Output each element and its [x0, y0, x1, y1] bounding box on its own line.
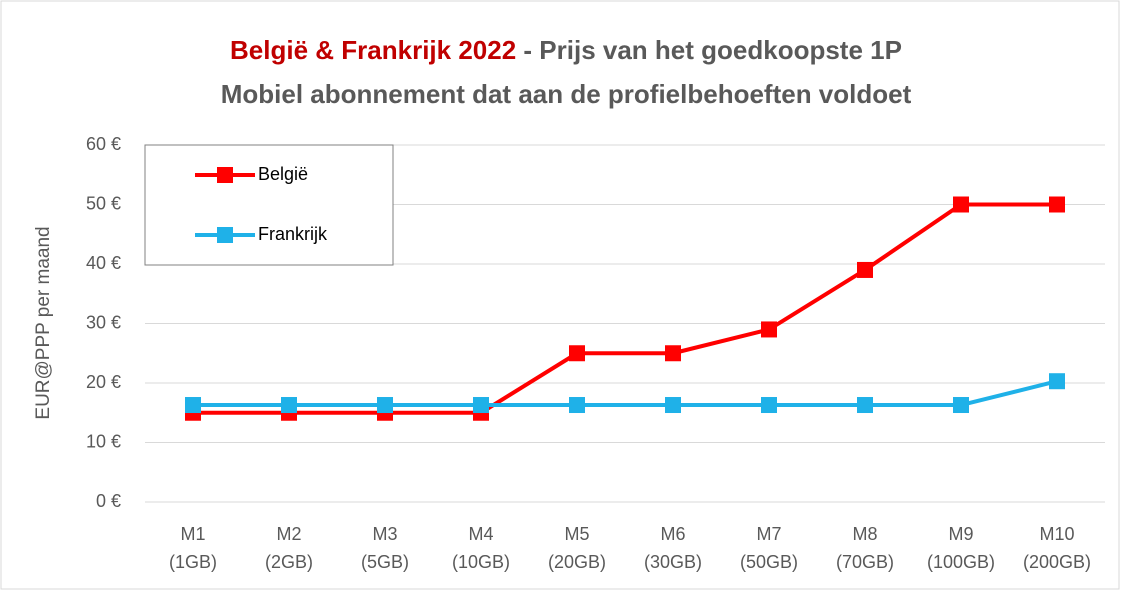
marker: [953, 196, 969, 213]
marker: [569, 397, 585, 414]
y-tick-label: 60 €: [86, 134, 121, 154]
chart-title: België & Frankrijk 2022 - Prijs van het …: [230, 35, 902, 65]
y-axis-label: EUR@PPP per maand: [33, 226, 54, 419]
marker: [665, 345, 681, 362]
x-tick-label: (1GB): [169, 552, 217, 572]
y-tick-label: 0 €: [96, 491, 121, 511]
y-tick-label: 10 €: [86, 431, 121, 451]
marker: [665, 397, 681, 414]
x-tick-label: M2: [276, 524, 301, 544]
marker: [761, 321, 777, 338]
marker: [857, 397, 873, 414]
x-tick-label: M10: [1039, 524, 1074, 544]
marker: [569, 345, 585, 362]
marker: [1049, 196, 1065, 213]
marker: [1049, 373, 1065, 390]
legend-marker: [217, 227, 233, 243]
title-rest: - Prijs van het goedkoopste 1P: [523, 35, 902, 65]
legend-box: [144, 144, 394, 266]
y-tick-label: 50 €: [86, 193, 121, 213]
y-tick-label: 30 €: [86, 312, 121, 332]
x-tick-label: M3: [372, 524, 397, 544]
x-tick-label: (10GB): [452, 552, 510, 572]
x-tick-label: (100GB): [927, 552, 995, 572]
x-tick-label: (20GB): [548, 552, 606, 572]
marker: [857, 261, 873, 278]
x-tick-label: (30GB): [644, 552, 702, 572]
marker: [473, 397, 489, 414]
x-tick-label: M7: [756, 524, 781, 544]
legend-marker: [217, 167, 233, 183]
x-tick-label: M6: [660, 524, 685, 544]
y-tick-label: 40 €: [86, 253, 121, 273]
x-tick-label: M9: [948, 524, 973, 544]
x-tick-label: (70GB): [836, 552, 894, 572]
legend-label: Frankrijk: [258, 224, 328, 244]
x-tick-label: M8: [852, 524, 877, 544]
title-highlight: België & Frankrijk 2022: [230, 35, 516, 65]
x-tick-label: M1: [180, 524, 205, 544]
marker: [761, 397, 777, 414]
y-tick-label: 20 €: [86, 372, 121, 392]
x-tick-label: (5GB): [361, 552, 409, 572]
x-tick-label: M4: [468, 524, 493, 544]
series-line: [193, 202, 1057, 415]
x-tick-label: (200GB): [1023, 552, 1091, 572]
marker: [377, 397, 393, 414]
legend-label: België: [258, 164, 308, 184]
marker: [953, 397, 969, 414]
marker: [185, 397, 201, 414]
x-tick-label: (2GB): [265, 552, 313, 572]
x-tick-label: (50GB): [740, 552, 798, 572]
x-tick-label: M5: [564, 524, 589, 544]
marker: [281, 397, 297, 414]
chart-subtitle: Mobiel abonnement dat aan de profielbeho…: [221, 79, 912, 109]
series-line: [193, 379, 1058, 408]
